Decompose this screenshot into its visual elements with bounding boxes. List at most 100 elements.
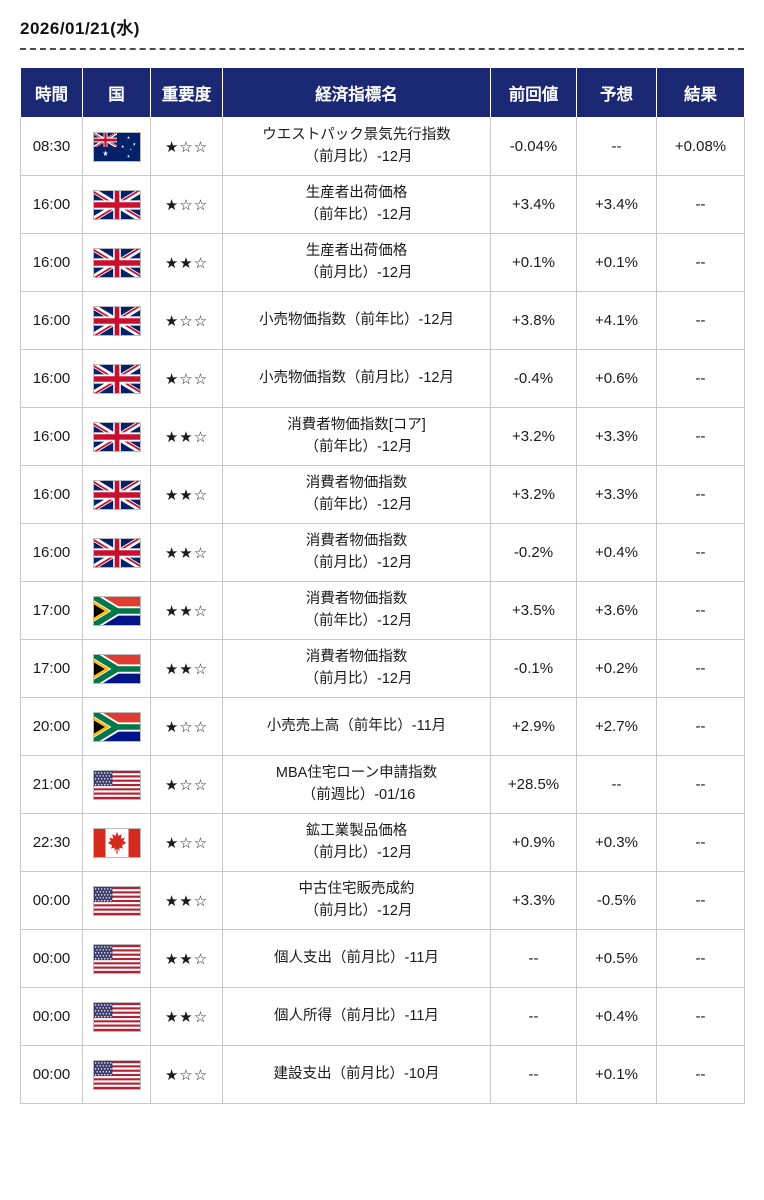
indicator-name: 小売売上高（前年比）-11月 [222, 697, 491, 756]
previous-value: +3.2% [490, 407, 577, 466]
importance-stars: ★★☆ [150, 523, 223, 582]
result-value: -- [656, 349, 745, 408]
importance-stars: ★★☆ [150, 233, 223, 292]
flag-usa-icon [92, 1001, 141, 1032]
indicator-name: 消費者物価指数 （前月比）-12月 [222, 639, 491, 698]
importance-stars: ★★☆ [150, 581, 223, 640]
indicator-name: ウエストパック景気先行指数 （前月比）-12月 [222, 117, 491, 176]
result-value: -- [656, 813, 745, 872]
flag-uk-icon [92, 363, 141, 394]
table-row: 00:00 ★☆☆ 建設支出（前月比）-10月 -- +0.1% -- [20, 1045, 745, 1104]
previous-value: -0.4% [490, 349, 577, 408]
indicator-name: 建設支出（前月比）-10月 [222, 1045, 491, 1104]
previous-value: +3.4% [490, 175, 577, 234]
forecast-value: +3.3% [576, 407, 657, 466]
country-cell [82, 465, 151, 524]
result-value: -- [656, 987, 745, 1046]
table-row: 21:00 ★☆☆ MBA住宅ローン申請指数 （前週比）-01/16 +28.5… [20, 755, 745, 814]
indicator-name: 消費者物価指数 （前年比）-12月 [222, 465, 491, 524]
previous-value: +3.5% [490, 581, 577, 640]
table-row: 00:00 ★★☆ 中古住宅販売成約 （前月比）-12月 +3.3% -0.5%… [20, 871, 745, 930]
economic-indicator-table: 時間 国 重要度 経済指標名 前回値 予想 結果 08:30 ★☆☆ ウエストパ… [20, 67, 745, 1104]
flag-usa-icon [92, 885, 141, 916]
time-cell: 16:00 [20, 175, 83, 234]
previous-value: -- [490, 1045, 577, 1104]
forecast-value: +2.7% [576, 697, 657, 756]
flag-uk-icon [92, 189, 141, 220]
header-forecast: 予想 [576, 67, 657, 118]
time-cell: 17:00 [20, 581, 83, 640]
forecast-value: +0.1% [576, 233, 657, 292]
flag-usa-icon [92, 769, 141, 800]
forecast-value: -- [576, 755, 657, 814]
flag-canada-icon [92, 827, 141, 858]
indicator-name: 小売物価指数（前年比）-12月 [222, 291, 491, 350]
table-row: 17:00 ★★☆ 消費者物価指数 （前年比）-12月 +3.5% +3.6% … [20, 581, 745, 640]
flag-south-africa-icon [92, 595, 141, 626]
indicator-name: 小売物価指数（前月比）-12月 [222, 349, 491, 408]
result-value: -- [656, 465, 745, 524]
time-cell: 22:30 [20, 813, 83, 872]
time-cell: 16:00 [20, 523, 83, 582]
time-cell: 16:00 [20, 291, 83, 350]
previous-value: +3.8% [490, 291, 577, 350]
time-cell: 16:00 [20, 465, 83, 524]
result-value: -- [656, 523, 745, 582]
result-value: -- [656, 581, 745, 640]
forecast-value: +3.3% [576, 465, 657, 524]
result-value: +0.08% [656, 117, 745, 176]
country-cell [82, 523, 151, 582]
table-row: 16:00 ★★☆ 消費者物価指数[コア] （前年比）-12月 +3.2% +3… [20, 407, 745, 466]
result-value: -- [656, 639, 745, 698]
table-row: 17:00 ★★☆ 消費者物価指数 （前月比）-12月 -0.1% +0.2% … [20, 639, 745, 698]
previous-value: +2.9% [490, 697, 577, 756]
table-row: 22:30 ★☆☆ 鉱工業製品価格 （前月比）-12月 +0.9% +0.3% … [20, 813, 745, 872]
country-cell [82, 813, 151, 872]
table-row: 16:00 ★★☆ 消費者物価指数 （前月比）-12月 -0.2% +0.4% … [20, 523, 745, 582]
country-cell [82, 233, 151, 292]
country-cell [82, 1045, 151, 1104]
table-row: 16:00 ★★☆ 消費者物価指数 （前年比）-12月 +3.2% +3.3% … [20, 465, 745, 524]
result-value: -- [656, 175, 745, 234]
country-cell [82, 987, 151, 1046]
forecast-value: +0.2% [576, 639, 657, 698]
time-cell: 16:00 [20, 233, 83, 292]
previous-value: -0.04% [490, 117, 577, 176]
previous-value: +3.3% [490, 871, 577, 930]
header-previous: 前回値 [490, 67, 577, 118]
indicator-name: MBA住宅ローン申請指数 （前週比）-01/16 [222, 755, 491, 814]
previous-value: -- [490, 929, 577, 988]
header-importance: 重要度 [150, 67, 223, 118]
flag-uk-icon [92, 537, 141, 568]
table-row: 16:00 ★☆☆ 小売物価指数（前月比）-12月 -0.4% +0.6% -- [20, 349, 745, 408]
forecast-value: +0.6% [576, 349, 657, 408]
previous-value: +0.1% [490, 233, 577, 292]
indicator-name: 個人所得（前月比）-11月 [222, 987, 491, 1046]
result-value: -- [656, 929, 745, 988]
importance-stars: ★☆☆ [150, 291, 223, 350]
forecast-value: +0.4% [576, 523, 657, 582]
forecast-value: +0.4% [576, 987, 657, 1046]
forecast-value: +0.1% [576, 1045, 657, 1104]
forecast-value: +3.4% [576, 175, 657, 234]
country-cell [82, 175, 151, 234]
country-cell [82, 117, 151, 176]
indicator-name: 生産者出荷価格 （前年比）-12月 [222, 175, 491, 234]
table-row: 00:00 ★★☆ 個人所得（前月比）-11月 -- +0.4% -- [20, 987, 745, 1046]
importance-stars: ★☆☆ [150, 349, 223, 408]
table-row: 08:30 ★☆☆ ウエストパック景気先行指数 （前月比）-12月 -0.04%… [20, 117, 745, 176]
importance-stars: ★☆☆ [150, 117, 223, 176]
flag-australia-icon [92, 131, 141, 162]
country-cell [82, 639, 151, 698]
header-result: 結果 [656, 67, 745, 118]
table-header-row: 時間 国 重要度 経済指標名 前回値 予想 結果 [20, 67, 745, 118]
economic-calendar-page: 2026/01/21(水) 時間 国 重要度 経済指標名 前回値 予想 結果 0… [20, 19, 745, 1104]
flag-usa-icon [92, 1059, 141, 1090]
country-cell [82, 871, 151, 930]
table-row: 20:00 ★☆☆ 小売売上高（前年比）-11月 +2.9% +2.7% -- [20, 697, 745, 756]
importance-stars: ★★☆ [150, 871, 223, 930]
importance-stars: ★☆☆ [150, 697, 223, 756]
result-value: -- [656, 233, 745, 292]
time-cell: 16:00 [20, 349, 83, 408]
importance-stars: ★★☆ [150, 929, 223, 988]
